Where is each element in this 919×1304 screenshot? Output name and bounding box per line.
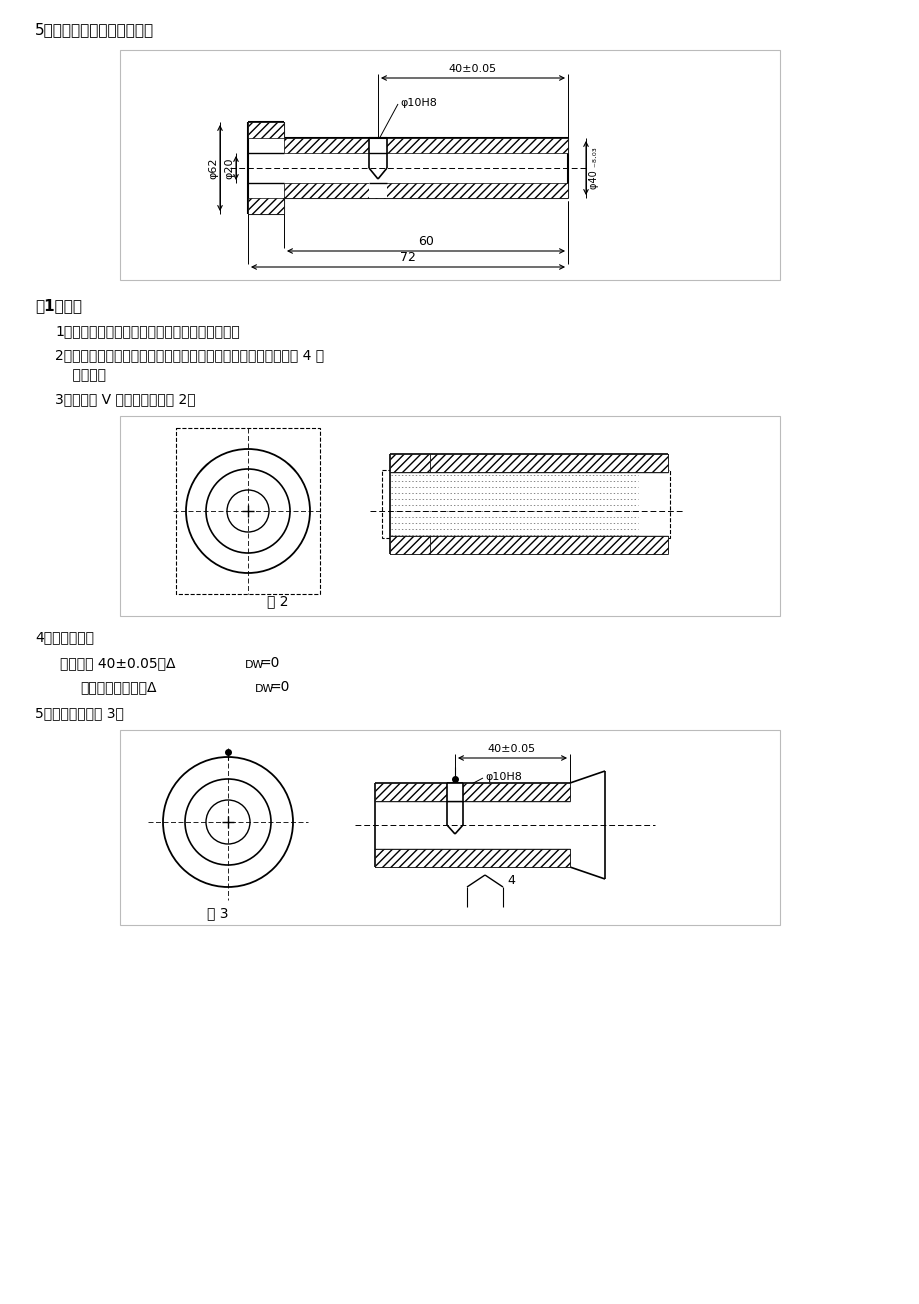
Text: 图 2: 图 2 <box>267 595 289 608</box>
Bar <box>248 123 284 138</box>
Text: DW: DW <box>255 685 274 694</box>
Text: DW: DW <box>244 660 265 670</box>
Text: φ40 ₋₈.₀₃: φ40 ₋₈.₀₃ <box>588 147 598 189</box>
Text: 2）必须限制除工件自身轴线转动和所加工孔轴线方向移动以外的 4 个: 2）必须限制除工件自身轴线转动和所加工孔轴线方向移动以外的 4 个 <box>55 348 323 363</box>
Bar <box>447 782 462 801</box>
Text: 5）工序简图见图 3。: 5）工序简图见图 3。 <box>35 705 124 720</box>
Text: 40±0.05: 40±0.05 <box>487 745 536 754</box>
Text: 4）定位误差：: 4）定位误差： <box>35 630 94 644</box>
Bar <box>248 198 284 214</box>
Text: 5）画出该工序的工序简图。: 5）画出该工序的工序简图。 <box>35 22 154 37</box>
Text: 对于尺寸 40±0.05，Δ: 对于尺寸 40±0.05，Δ <box>60 656 176 670</box>
Bar <box>369 138 387 153</box>
Text: φ20: φ20 <box>223 158 233 179</box>
Bar <box>429 454 667 472</box>
Bar <box>390 536 429 554</box>
Text: 60: 60 <box>417 235 434 248</box>
Bar <box>119 50 779 280</box>
Bar <box>119 730 779 925</box>
Text: 40±0.05: 40±0.05 <box>448 64 496 74</box>
Bar <box>284 138 567 153</box>
Bar <box>429 536 667 554</box>
Text: 1）加工方法：钒一朘；使用其具：钒头、朘刀。: 1）加工方法：钒一朘；使用其具：钒头、朘刀。 <box>55 323 240 338</box>
Text: （1）解：: （1）解： <box>35 299 82 313</box>
Text: 3）使用长 V 形块定位，见图 2。: 3）使用长 V 形块定位，见图 2。 <box>55 393 196 406</box>
Bar <box>375 782 570 801</box>
Bar <box>284 183 567 198</box>
Bar <box>176 428 320 595</box>
Text: 72: 72 <box>400 250 415 263</box>
Text: 自由度。: 自由度。 <box>55 368 106 382</box>
Text: φ10H8: φ10H8 <box>484 772 521 782</box>
Text: =0: =0 <box>269 679 290 694</box>
Bar <box>381 469 669 539</box>
Text: =0: =0 <box>260 656 280 670</box>
Text: φ62: φ62 <box>208 158 218 179</box>
Text: 4: 4 <box>506 875 515 888</box>
Text: 对于垂直相交度，Δ: 对于垂直相交度，Δ <box>80 679 156 694</box>
Bar <box>390 454 429 472</box>
Text: 图 3: 图 3 <box>207 906 229 921</box>
Text: φ10H8: φ10H8 <box>400 98 437 108</box>
Bar <box>119 416 779 615</box>
Bar <box>369 183 387 198</box>
Bar <box>375 849 570 867</box>
